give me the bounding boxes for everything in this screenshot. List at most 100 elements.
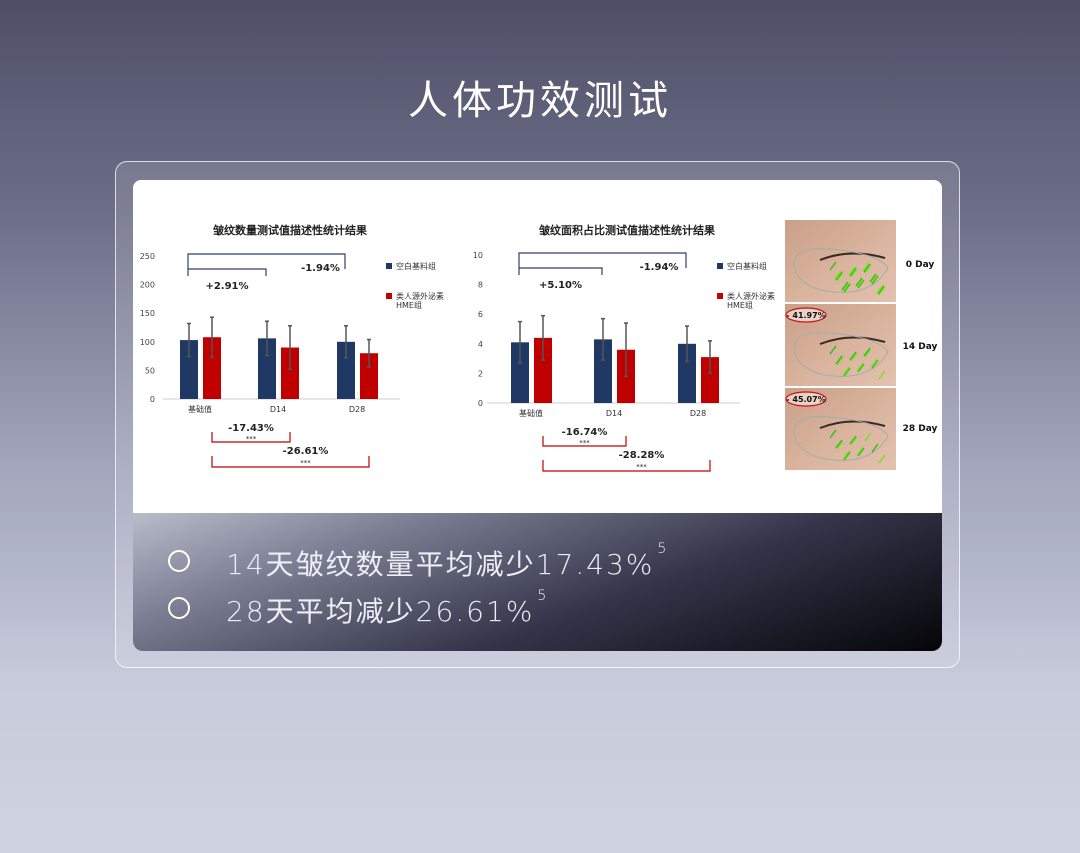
footnote-ref: 5 — [657, 541, 669, 557]
change-label: -16.74% — [562, 427, 608, 438]
wrinkle-mark — [871, 275, 879, 285]
y-tick-label: 8 — [478, 281, 483, 290]
bracket — [518, 267, 603, 275]
x-tick-label: D28 — [349, 405, 365, 414]
change-badge-label: - 45.07% — [786, 395, 825, 404]
photo-label: 0 Day — [905, 260, 935, 270]
y-tick-label: 100 — [140, 338, 155, 347]
bar — [360, 353, 378, 399]
bar — [511, 342, 529, 403]
y-tick-label: 200 — [140, 281, 155, 290]
significance-label: *** — [636, 463, 647, 471]
bracket — [542, 436, 627, 447]
wrinkle-mark — [856, 362, 864, 372]
bullet-text-main: 28天平均减少26.61% — [226, 595, 535, 628]
wrinkle-mark — [870, 358, 878, 368]
wrinkle-mark — [878, 454, 886, 464]
wrinkle-mark — [849, 267, 857, 277]
wrinkle-mark — [842, 450, 850, 460]
wrinkle-mark — [857, 363, 865, 373]
bracket — [518, 252, 687, 268]
bracket — [542, 460, 711, 472]
change-label: -26.61% — [283, 446, 329, 457]
significance-label: *** — [246, 435, 257, 443]
wrinkle-mark — [836, 440, 844, 450]
legend-label: HME组 — [396, 300, 422, 310]
wrinkle-mark — [863, 263, 871, 273]
y-tick-label: 50 — [145, 366, 155, 375]
y-tick-label: 250 — [140, 252, 155, 261]
chart-title: 皱纹数量测试值描述性统计结果 — [212, 223, 367, 237]
legend-label: 空白基料组 — [396, 261, 436, 271]
wrinkle-mark — [843, 283, 851, 293]
wrinkle-mark — [835, 271, 843, 281]
y-tick-label: 0 — [150, 395, 155, 404]
bar — [258, 338, 276, 399]
wrinkle-mark — [849, 351, 857, 361]
wrinkle-mark — [864, 348, 872, 358]
wrinkle-mark — [855, 277, 863, 287]
wrinkle-mark — [850, 436, 858, 446]
page-title: 人体功效测试 — [408, 78, 672, 124]
x-tick-label: D28 — [690, 409, 706, 418]
bullet-text: 14天皱纹数量平均减少17.43% 5 — [226, 541, 669, 583]
y-tick-label: 2 — [478, 369, 483, 378]
wrinkle-mark — [829, 429, 837, 439]
region-outline — [793, 248, 889, 293]
x-tick-label: 基础值 — [188, 404, 212, 414]
bullet-text-main: 14天皱纹数量平均减少17.43% — [226, 548, 655, 581]
change-label: -28.28% — [619, 450, 665, 461]
change-label: +5.10% — [539, 280, 582, 291]
legend-label: 空白基料组 — [727, 261, 767, 271]
change-label: -17.43% — [228, 423, 274, 434]
y-tick-label: 4 — [478, 340, 483, 349]
region-outline — [793, 332, 889, 377]
bar — [180, 340, 198, 399]
wrinkle-mark — [871, 359, 879, 369]
wrinkle-mark — [878, 286, 886, 296]
wrinkle-mark — [856, 278, 864, 288]
significance-label: *** — [300, 459, 311, 467]
x-tick-label: 基础值 — [519, 408, 543, 418]
chart-title: 皱纹面积占比测试值描述性统计结果 — [538, 223, 715, 237]
wrinkle-mark — [862, 262, 870, 272]
wrinkle-mark — [864, 264, 872, 274]
change-badge — [785, 307, 827, 323]
x-tick-label: D14 — [606, 409, 622, 418]
significance-label: *** — [579, 439, 590, 447]
legend-label: 类人源外泌素 — [727, 291, 775, 301]
wrinkle-mark — [842, 366, 850, 376]
summary-band — [133, 513, 942, 651]
x-tick-label: D14 — [270, 405, 286, 414]
legend-swatch — [717, 293, 723, 299]
wrinkle-mark — [841, 281, 849, 291]
y-tick-label: 0 — [478, 399, 483, 408]
wrinkle-mark — [850, 352, 858, 362]
wrinkle-mark — [864, 432, 872, 442]
bar — [337, 341, 355, 399]
wrinkle-mark — [848, 266, 856, 276]
footnote-ref: 5 — [537, 588, 549, 604]
wrinkle-mark — [857, 279, 865, 289]
change-label: +2.91% — [205, 281, 248, 292]
legend-swatch — [386, 293, 392, 299]
change-badge — [785, 391, 827, 407]
legend-label: HME组 — [727, 300, 753, 310]
eye-lid — [819, 420, 886, 429]
legend-swatch — [386, 263, 392, 269]
bar — [678, 343, 696, 403]
bullet-circle-icon — [168, 597, 190, 619]
bar — [701, 357, 719, 403]
wrinkle-mark — [829, 261, 837, 271]
bar — [594, 339, 612, 403]
bracket — [187, 268, 267, 276]
wrinkle-mark — [857, 447, 865, 457]
y-tick-label: 10 — [473, 251, 483, 260]
change-label: -1.94% — [301, 263, 340, 274]
wrinkle-mark — [850, 268, 858, 278]
bullet-circle-icon — [168, 550, 190, 572]
change-badge-label: - 41.97% — [786, 311, 825, 320]
wrinkle-mark — [870, 274, 878, 284]
wrinkle-mark — [863, 347, 871, 357]
